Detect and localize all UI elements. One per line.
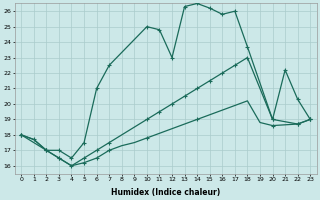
X-axis label: Humidex (Indice chaleur): Humidex (Indice chaleur) xyxy=(111,188,220,197)
